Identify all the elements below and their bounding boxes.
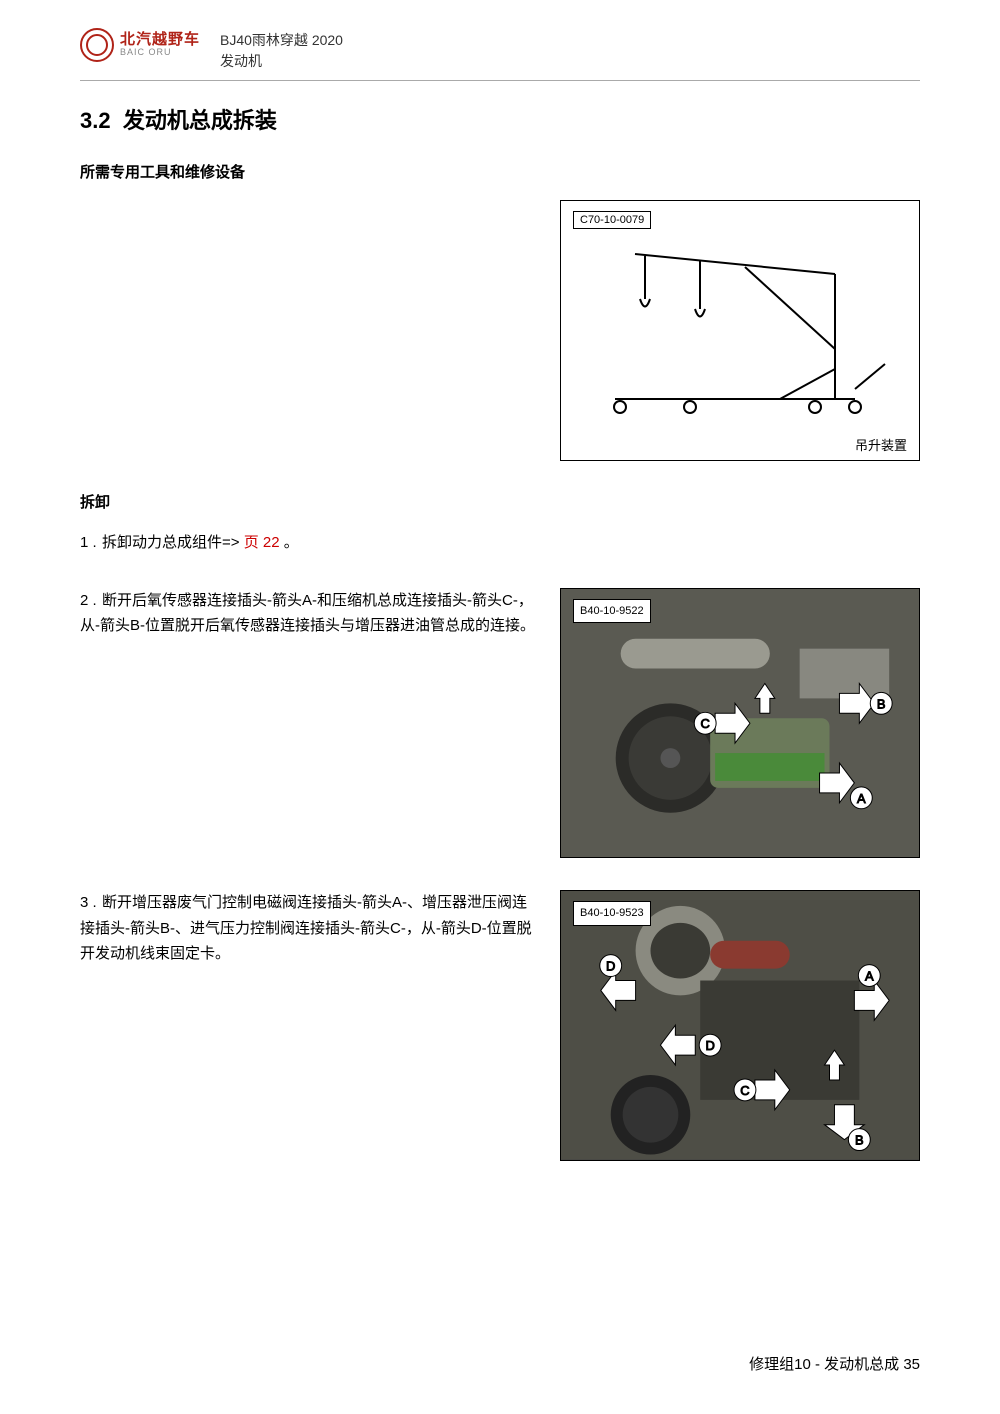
photo-tag: B40-10-9523 bbox=[573, 901, 651, 926]
step-text: 断开增压器废气门控制电磁阀连接插头-箭头A-、增压器泄压阀连接插头-箭头B-、进… bbox=[80, 894, 532, 962]
step-1: 1 .拆卸动力总成组件=> 页 22 。 bbox=[80, 530, 920, 556]
engine-photo-2: D D A C bbox=[561, 891, 919, 1160]
step-text: 断开后氧传感器连接插头-箭头A-和压缩机总成连接插头-箭头C-，从-箭头B-位置… bbox=[80, 592, 535, 635]
disassembly-heading: 拆卸 bbox=[80, 491, 920, 512]
arrow-label: D bbox=[606, 959, 615, 974]
step-text: 拆卸动力总成组件=> bbox=[102, 534, 244, 551]
step-photo: B40-10-9522 bbox=[560, 588, 920, 859]
logo-text-en: BAIC ORU bbox=[120, 48, 200, 58]
header-model: BJ40雨林穿越 2020 bbox=[220, 30, 343, 51]
section-heading: 发动机总成拆装 bbox=[123, 108, 277, 133]
figure-caption: 吊升装置 bbox=[573, 435, 907, 454]
photo-tag: B40-10-9522 bbox=[573, 599, 651, 624]
section-title: 3.2 发动机总成拆装 bbox=[80, 103, 920, 135]
page-footer: 修理组10 - 发动机总成 35 bbox=[749, 1353, 920, 1374]
arrow-label: D bbox=[706, 1038, 715, 1053]
section-number: 3.2 bbox=[80, 108, 111, 133]
arrow-label: B bbox=[855, 1133, 864, 1148]
tool-figure: C70-10-0079 bbox=[560, 200, 920, 461]
figure-tag: C70-10-0079 bbox=[573, 211, 651, 229]
step-number: 2 . bbox=[80, 588, 102, 614]
footer-mid: - 发动机总成 bbox=[811, 1356, 904, 1373]
arrow-label: A bbox=[857, 790, 866, 805]
step-number: 3 . bbox=[80, 890, 102, 916]
logo-text-cn: 北汽越野车 bbox=[120, 32, 200, 49]
tools-heading: 所需专用工具和维修设备 bbox=[80, 161, 920, 182]
footer-page: 35 bbox=[903, 1356, 920, 1373]
step-3: 3 .断开增压器废气门控制电磁阀连接插头-箭头A-、增压器泄压阀连接插头-箭头B… bbox=[80, 890, 920, 1161]
hoist-diagram bbox=[575, 219, 905, 429]
step-number: 1 . bbox=[80, 530, 102, 556]
footer-group: 10 bbox=[794, 1356, 811, 1373]
brand-logo: 北汽越野车 BAIC ORU bbox=[80, 28, 200, 62]
step-photo: B40-10-9523 bbox=[560, 890, 920, 1161]
step-2: 2 .断开后氧传感器连接插头-箭头A-和压缩机总成连接插头-箭头C-，从-箭头B… bbox=[80, 588, 920, 859]
header-subject: 发动机 bbox=[220, 51, 343, 72]
arrow-label: C bbox=[740, 1083, 749, 1098]
step-text-suffix: 。 bbox=[280, 534, 299, 551]
arrow-label: C bbox=[701, 716, 710, 731]
page-header: 北汽越野车 BAIC ORU BJ40雨林穿越 2020 发动机 bbox=[80, 28, 920, 81]
engine-photo-1: C B A bbox=[561, 589, 919, 858]
arrow-label: A bbox=[865, 969, 874, 984]
logo-icon bbox=[80, 28, 114, 62]
arrow-label: B bbox=[877, 696, 886, 711]
page-link[interactable]: 页 22 bbox=[244, 534, 280, 551]
footer-prefix: 修理组 bbox=[749, 1356, 794, 1373]
